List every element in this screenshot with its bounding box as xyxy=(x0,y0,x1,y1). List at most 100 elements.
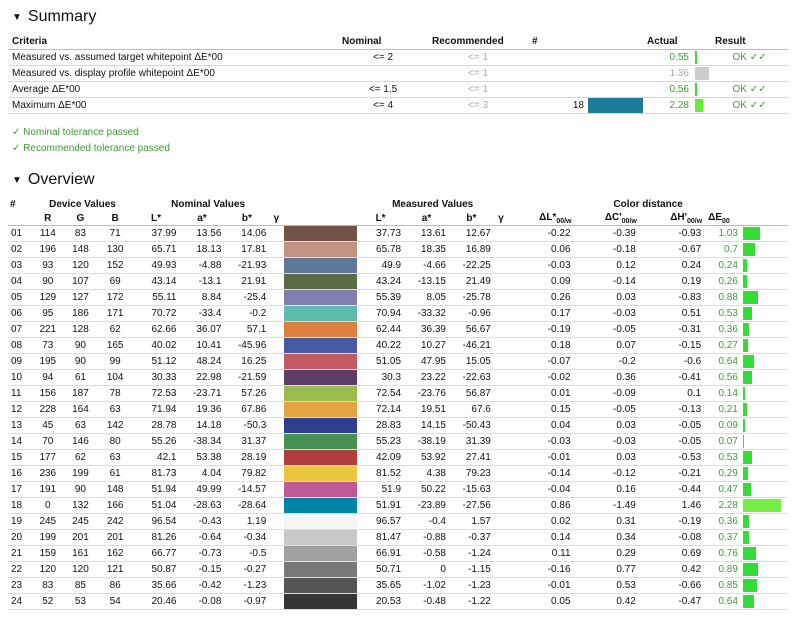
nominal-b: 79.82 xyxy=(224,465,270,482)
measured-b: -1.24 xyxy=(448,545,494,562)
overview-row: 05 129 127 172 55.11 8.84 -25.4 55.39 8.05 -25.78… xyxy=(8,289,788,306)
delta-e-bar-cell xyxy=(740,529,788,546)
summary-row: Maximum ΔE*00 <= 4 <= 3 18 2.28 OK ✓✓ xyxy=(8,97,788,114)
summary-criteria: Measured vs. display profile whitepoint … xyxy=(8,65,338,82)
delta-l: 0.18 xyxy=(508,337,574,354)
nominal-l: 37.99 xyxy=(132,225,180,242)
delta-e: 0.85 xyxy=(704,577,741,594)
device-g: 62 xyxy=(63,449,98,466)
nominal-l: 81.26 xyxy=(132,529,180,546)
summary-actual: 0.55 xyxy=(643,49,693,66)
delta-e-bar xyxy=(742,403,747,416)
measured-gamma xyxy=(493,449,509,466)
color-swatch xyxy=(283,529,358,546)
recommended-tolerance-message: ✓ Recommended tolerance passed xyxy=(12,143,170,154)
measured-a: 0 xyxy=(404,561,449,578)
nominal-b: -14.57 xyxy=(224,481,270,498)
measured-l: 40.22 xyxy=(357,337,405,354)
delta-e-bar xyxy=(742,483,751,496)
summary-nominal: <= 1.5 xyxy=(338,81,428,98)
delta-h: -0.15 xyxy=(638,337,705,354)
device-b: 63 xyxy=(97,449,133,466)
device-b: 165 xyxy=(97,337,133,354)
nominal-a: 8.84 xyxy=(179,289,225,306)
overview-section-toggle[interactable]: ▼ Overview xyxy=(12,171,95,189)
overview-subheader-na: a* xyxy=(179,211,225,226)
summary-bar xyxy=(695,99,703,112)
summary-criteria: Measured vs. assumed target whitepoint Δ… xyxy=(8,49,338,66)
color-swatch xyxy=(283,353,358,370)
overview-subheader-nL: L* xyxy=(132,211,180,226)
delta-e-bar-cell xyxy=(740,577,788,594)
color-swatch xyxy=(283,225,358,242)
nominal-l: 28.78 xyxy=(132,417,180,434)
measured-gamma xyxy=(493,497,509,514)
measured-gamma xyxy=(493,401,509,418)
nominal-a: -0.42 xyxy=(179,577,225,594)
measured-gamma xyxy=(493,545,509,562)
measured-l: 65.78 xyxy=(357,241,405,258)
overview-row: 09 195 90 99 51.12 48.24 16.25 51.05 47.95 15.05-… xyxy=(8,353,788,370)
delta-e: 0.21 xyxy=(704,401,741,418)
measured-b: 16.89 xyxy=(448,241,494,258)
delta-e-bar-cell xyxy=(740,593,788,610)
nominal-a: -13.1 xyxy=(179,273,225,290)
delta-e-bar xyxy=(742,579,757,592)
overview-row: 18 0 132 166 51.04 -28.63 -28.64 51.91 -23.89 -27… xyxy=(8,497,788,514)
device-r: 191 xyxy=(32,481,64,498)
delta-l: -0.02 xyxy=(508,369,574,386)
measured-a: -0.48 xyxy=(404,593,449,610)
summary-count xyxy=(528,81,588,98)
delta-h: 1.46 xyxy=(638,497,705,514)
nominal-gamma xyxy=(269,337,284,354)
delta-e-bar xyxy=(742,499,781,512)
nominal-gamma xyxy=(269,529,284,546)
summary-section-toggle[interactable]: ▼ Summary xyxy=(12,8,96,26)
device-g: 199 xyxy=(63,465,98,482)
measured-gamma xyxy=(493,577,509,594)
nominal-l: 51.04 xyxy=(132,497,180,514)
summary-bar xyxy=(695,83,697,96)
measured-a: -0.58 xyxy=(404,545,449,562)
nominal-gamma xyxy=(269,305,284,322)
device-r: 120 xyxy=(32,561,64,578)
row-id: 15 xyxy=(8,449,33,466)
summary-header-nominal: Nominal xyxy=(338,34,428,50)
row-id: 07 xyxy=(8,321,33,338)
measured-a: -0.4 xyxy=(404,513,449,530)
overview-title: Overview xyxy=(27,171,95,188)
delta-h: 0.69 xyxy=(638,545,705,562)
nominal-gamma xyxy=(269,241,284,258)
measured-l: 49.9 xyxy=(357,257,405,274)
measured-l: 55.23 xyxy=(357,433,405,450)
nominal-gamma xyxy=(269,497,284,514)
overview-row: 13 45 63 142 28.78 14.18 -50.3 28.83 14.15 -50.43… xyxy=(8,417,788,434)
delta-e-bar-cell xyxy=(740,497,788,514)
delta-e: 0.88 xyxy=(704,289,741,306)
nominal-b: -0.97 xyxy=(224,593,270,610)
delta-e-bar xyxy=(742,595,754,608)
delta-e: 0.29 xyxy=(704,465,741,482)
delta-c: 0.03 xyxy=(573,289,639,306)
nominal-a: 10.41 xyxy=(179,337,225,354)
overview-row: 14 70 146 80 55.26 -38.34 31.37 55.23 -38.19 31.3… xyxy=(8,433,788,450)
color-swatch xyxy=(283,481,358,498)
delta-l: 0.06 xyxy=(508,241,574,258)
overview-subheader-dC: ΔC'00/w xyxy=(573,211,639,226)
measured-b: 56.87 xyxy=(448,385,494,402)
delta-e: 0.47 xyxy=(704,481,741,498)
overview-header-nominal: Nominal Values xyxy=(171,198,246,210)
summary-header-actual: Actual xyxy=(643,34,693,50)
color-swatch xyxy=(283,513,358,530)
device-b: 166 xyxy=(97,497,133,514)
measured-l: 66.91 xyxy=(357,545,405,562)
delta-c: 0.36 xyxy=(573,369,639,386)
delta-l: 0.11 xyxy=(508,545,574,562)
measured-b: -22.25 xyxy=(448,257,494,274)
measured-a: 53.92 xyxy=(404,449,449,466)
delta-e-bar xyxy=(742,243,755,256)
measured-gamma xyxy=(493,529,509,546)
color-swatch xyxy=(283,497,358,514)
overview-subheader-B: B xyxy=(97,211,133,226)
overview-row: 17 191 90 148 51.94 49.99 -14.57 51.9 50.22 -15.6… xyxy=(8,481,788,498)
